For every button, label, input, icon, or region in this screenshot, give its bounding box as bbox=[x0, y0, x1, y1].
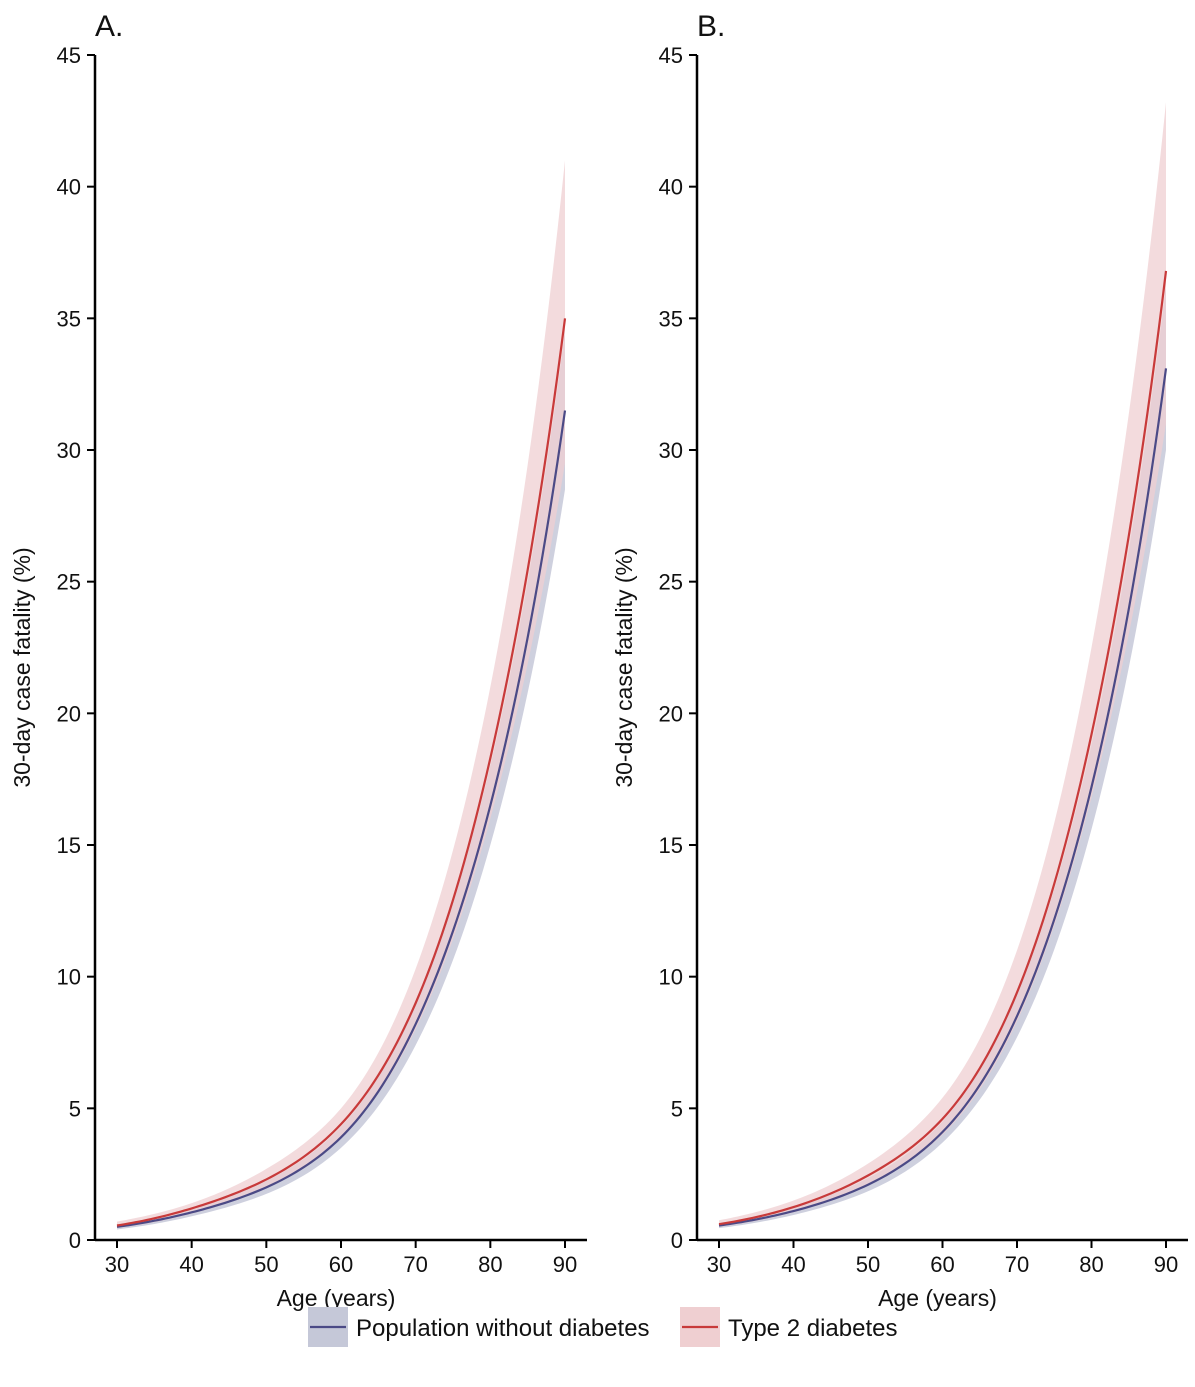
y-tick-label-15-panel-a: 15 bbox=[57, 833, 81, 858]
y-tick-label-35-panel-b: 35 bbox=[659, 306, 683, 331]
y-tick-label-30-panel-b: 30 bbox=[659, 438, 683, 463]
y-tick-label-10-panel-a: 10 bbox=[57, 965, 81, 990]
x-tick-label-70-panel-a: 70 bbox=[403, 1252, 427, 1277]
legend-label-type-2-diabetes: Type 2 diabetes bbox=[728, 1315, 897, 1342]
y-tick-label-15-panel-b: 15 bbox=[659, 833, 683, 858]
y-tick-label-0-panel-b: 0 bbox=[671, 1228, 683, 1253]
y-tick-label-45-panel-a: 45 bbox=[57, 43, 81, 68]
x-axis-title-panel-b: Age (years) bbox=[878, 1285, 997, 1311]
y-tick-label-30-panel-a: 30 bbox=[57, 438, 81, 463]
y-tick-label-35-panel-a: 35 bbox=[57, 306, 81, 331]
x-tick-label-90-panel-a: 90 bbox=[553, 1252, 577, 1277]
x-tick-label-30-panel-a: 30 bbox=[105, 1252, 129, 1277]
y-tick-label-5-panel-a: 5 bbox=[69, 1096, 81, 1121]
y-axis-title-panel-a: 30-day case fatality (%) bbox=[9, 547, 35, 787]
y-tick-label-40-panel-a: 40 bbox=[57, 175, 81, 200]
y-tick-label-40-panel-b: 40 bbox=[659, 175, 683, 200]
x-tick-label-80-panel-a: 80 bbox=[478, 1252, 502, 1277]
y-axis-title-panel-b: 30-day case fatality (%) bbox=[611, 547, 637, 787]
x-tick-label-80-panel-b: 80 bbox=[1079, 1252, 1103, 1277]
series-line-type-2-diabetes-panel-b bbox=[718, 270, 1168, 1226]
ci-band-type-2-diabetes-panel-b bbox=[719, 102, 1166, 1227]
x-tick-label-40-panel-a: 40 bbox=[179, 1252, 203, 1277]
x-tick-label-70-panel-b: 70 bbox=[1005, 1252, 1029, 1277]
x-tick-label-50-panel-b: 50 bbox=[856, 1252, 880, 1277]
x-tick-label-40-panel-b: 40 bbox=[781, 1252, 805, 1277]
x-axis-title-panel-a: Age (years) bbox=[277, 1285, 396, 1311]
y-tick-label-45-panel-b: 45 bbox=[659, 43, 683, 68]
panel-label-a: A. bbox=[95, 10, 123, 43]
x-tick-label-60-panel-b: 60 bbox=[930, 1252, 954, 1277]
series-line-type-2-diabetes-panel-a bbox=[116, 318, 567, 1227]
x-tick-label-50-panel-a: 50 bbox=[254, 1252, 278, 1277]
panel-a: 0 5 10 15 20 25 30 35 40 45 30 40 50 60 70 80 90 Age (yea… bbox=[9, 10, 587, 1311]
y-tick-label-25-panel-a: 25 bbox=[57, 570, 81, 595]
series-line-population-without-diabetes-panel-b bbox=[718, 368, 1168, 1227]
x-tick-label-60-panel-a: 60 bbox=[329, 1252, 353, 1277]
y-tick-label-20-panel-a: 20 bbox=[57, 701, 81, 726]
legend-label-population-without-diabetes: Population without diabetes bbox=[356, 1315, 650, 1342]
panel-label-b: B. bbox=[697, 10, 725, 43]
y-tick-label-25-panel-b: 25 bbox=[659, 570, 683, 595]
y-tick-label-0-panel-a: 0 bbox=[69, 1228, 81, 1253]
legend: Population without diabetes Type 2 diabe… bbox=[308, 1307, 897, 1347]
y-tick-label-10-panel-b: 10 bbox=[659, 965, 683, 990]
y-tick-label-20-panel-b: 20 bbox=[659, 701, 683, 726]
x-tick-label-30-panel-b: 30 bbox=[707, 1252, 731, 1277]
y-tick-label-5-panel-b: 5 bbox=[671, 1096, 683, 1121]
ci-band-type-2-diabetes-panel-a bbox=[117, 160, 565, 1229]
series-line-population-without-diabetes-panel-a bbox=[116, 410, 567, 1228]
x-tick-label-90-panel-b: 90 bbox=[1154, 1252, 1178, 1277]
panel-b: 0 5 10 15 20 25 30 35 40 45 30 40 50 60 70 80 90 Age (yea… bbox=[611, 10, 1188, 1311]
